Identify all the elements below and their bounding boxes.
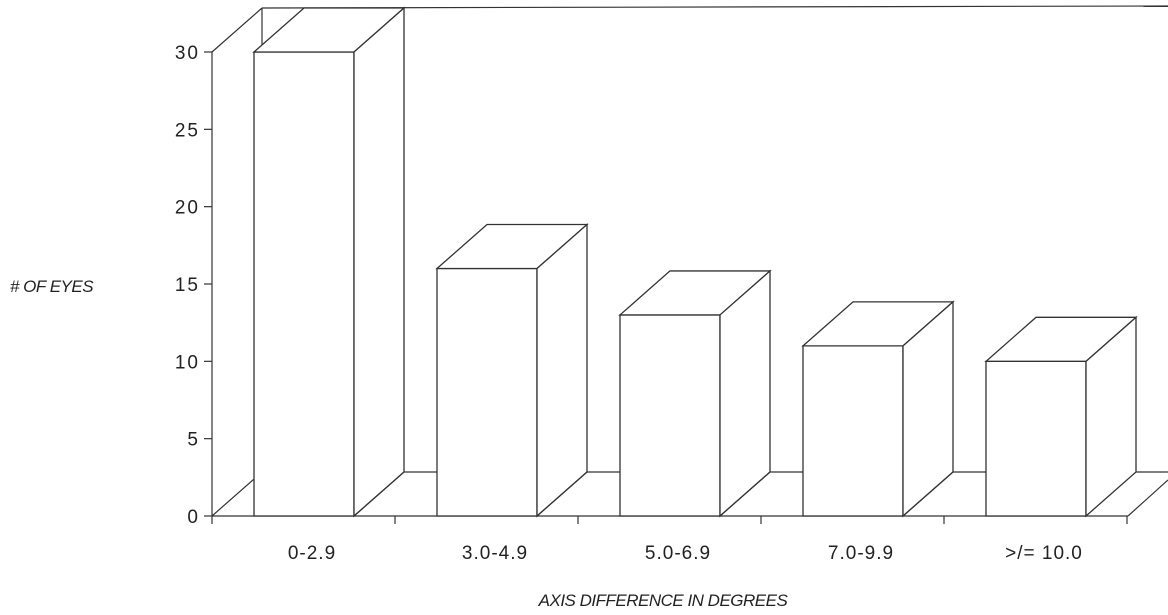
floor-connector: [902, 471, 954, 517]
top-left-connector: [211, 7, 263, 53]
y-tick-label: 20: [175, 198, 200, 219]
bar-front: [985, 360, 1087, 517]
floor-connector: [353, 471, 405, 517]
bar-3: [719, 300, 955, 518]
y-axis-title: # OF EYES: [10, 277, 94, 296]
y-tick-label: 15: [175, 275, 200, 296]
bar-front: [253, 51, 355, 517]
bar-0: [252, 6, 406, 518]
y-tick-label: 0: [187, 507, 200, 528]
y-tick-label: 30: [175, 43, 200, 64]
bar-front: [619, 314, 721, 517]
x-tick-label: 5.0-6.9: [645, 543, 711, 564]
bar-2: [536, 269, 772, 518]
floor-right-connector: [1127, 479, 1168, 517]
y-axis: 0 5 10 15 20 25 30: [175, 43, 212, 528]
x-tick-label: 0-2.9: [288, 543, 336, 564]
x-axis: 0-2.9 3.0-4.9 5.0-6.9 7.0-9.9 >/= 10.0: [211, 516, 1128, 564]
back-wall-top-edge: [261, 5, 1168, 9]
bar-front: [802, 345, 904, 517]
y-tick-label: 25: [175, 120, 200, 141]
x-tick-label: 3.0-4.9: [462, 543, 528, 564]
bar-side: [536, 223, 588, 518]
bar-front: [436, 267, 538, 517]
bars: [252, 6, 1168, 518]
x-tick-label: 7.0-9.9: [828, 543, 894, 564]
floor-connector: [719, 471, 771, 517]
y-tick-label: 5: [187, 430, 200, 451]
y-tick-label: 10: [175, 352, 200, 373]
bar-4: [902, 315, 1138, 518]
x-tick-label: >/= 10.0: [1005, 543, 1083, 564]
bar-1: [353, 223, 589, 518]
floor-connector: [536, 471, 588, 517]
x-axis-title: AXIS DIFFERENCE IN DEGREES: [538, 591, 789, 610]
bar-side: [353, 6, 405, 518]
